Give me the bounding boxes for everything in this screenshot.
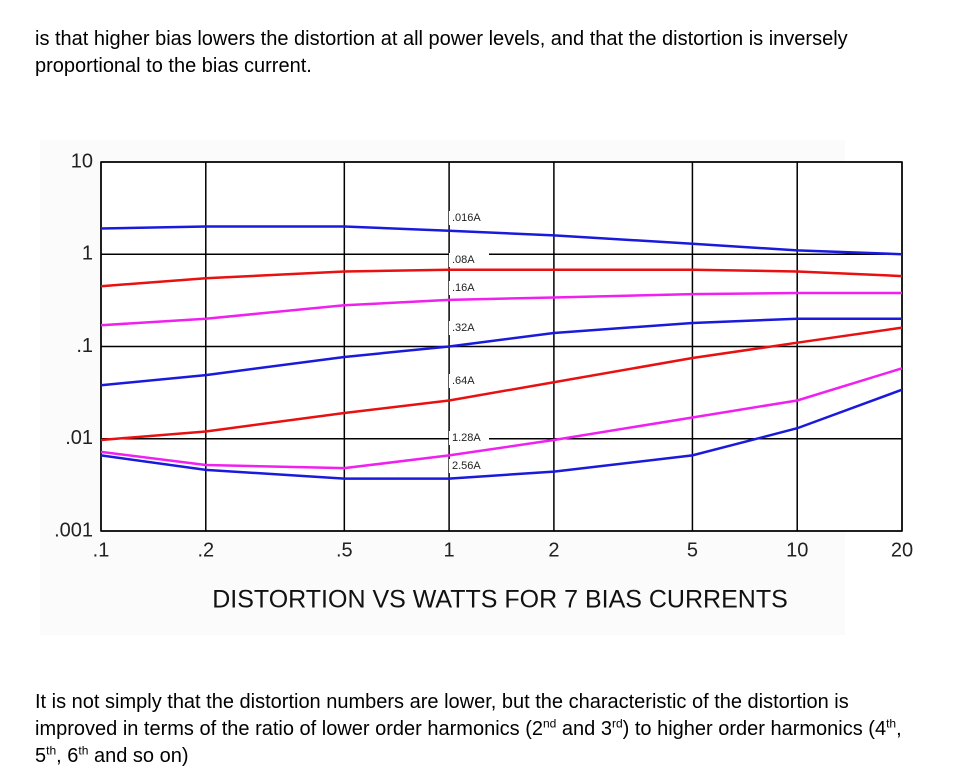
text: , 6: [56, 745, 79, 767]
series-label: .32A: [452, 322, 475, 334]
text: , 5: [35, 718, 902, 767]
text: and so on): [88, 745, 189, 767]
series-line: [100, 388, 903, 480]
series-line: [100, 225, 903, 256]
text: ) to higher order harmonics (4: [622, 718, 887, 740]
paragraph: is that higher bias lowers the distortio…: [35, 28, 848, 77]
superscript: nd: [542, 716, 557, 731]
label-box: [449, 374, 489, 388]
y-tick-label: 10: [71, 150, 93, 172]
series-label: .016A: [452, 212, 481, 224]
superscript: rd: [611, 716, 623, 731]
superscript: th: [886, 716, 897, 731]
text: It is not simply that the distortion num…: [35, 691, 849, 740]
x-tick-label: .5: [336, 539, 353, 561]
series-line: [100, 291, 902, 327]
y-tick-label: .1: [76, 335, 93, 357]
label-box: [449, 431, 489, 445]
x-tick-label: 10: [786, 539, 808, 561]
series-label: .08A: [452, 254, 475, 266]
label-box: [449, 253, 489, 267]
label-box: [449, 211, 489, 225]
series-label: .64A: [452, 375, 475, 387]
x-tick-label: 2: [548, 539, 559, 561]
series-line: [100, 268, 903, 288]
superscript: th: [78, 743, 89, 758]
label-box: [449, 281, 489, 295]
series-label: 1.28A: [452, 432, 481, 444]
paragraph: It is not simply that the distortion num…: [35, 689, 925, 770]
series-label: 2.56A: [452, 460, 481, 472]
text: and 3: [556, 718, 612, 740]
y-tick-label: .001: [54, 519, 93, 541]
chart-title: DISTORTION VS WATTS FOR 7 BIAS CURRENTS: [212, 586, 788, 614]
series-label: .16A: [452, 282, 475, 294]
x-tick-label: .2: [197, 539, 214, 561]
x-tick-label: 1: [444, 539, 455, 561]
series-line: [100, 317, 902, 387]
y-tick-label: .01: [65, 427, 93, 449]
superscript: th: [46, 743, 57, 758]
label-box: [449, 321, 489, 335]
series-line: [100, 326, 903, 442]
x-tick-label: .1: [93, 539, 110, 561]
label-box: [449, 459, 489, 473]
x-tick-label: 5: [687, 539, 698, 561]
y-tick-label: 1: [82, 243, 93, 265]
series-line: [100, 367, 903, 470]
x-tick-label: 20: [891, 539, 913, 561]
